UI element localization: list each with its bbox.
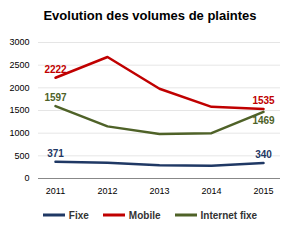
svg-text:2013: 2013: [149, 186, 169, 196]
svg-text:2012: 2012: [97, 186, 117, 196]
svg-text:2011: 2011: [46, 186, 65, 196]
html-text:Evolution des volumes de plain: Evolution des volumes de plaintes: [43, 8, 257, 23]
svg-text:1500: 1500: [9, 105, 29, 115]
html-text:Internet fixe: Internet fixe: [200, 209, 258, 221]
html-text:Fixe: Fixe: [68, 209, 89, 221]
svg-text:3000: 3000: [9, 37, 29, 47]
svg-text:1535: 1535: [252, 95, 275, 106]
svg-text:0: 0: [24, 173, 29, 183]
svg-text:500: 500: [14, 151, 29, 161]
svg-text:2015: 2015: [253, 186, 273, 196]
html-text:Mobile: Mobile: [128, 209, 161, 221]
svg-text:1597: 1597: [44, 92, 67, 103]
svg-text:2000: 2000: [9, 83, 29, 93]
svg-text:1469: 1469: [252, 115, 275, 126]
svg-text:371: 371: [47, 148, 64, 159]
svg-text:2500: 2500: [9, 60, 29, 70]
svg-text:2222: 2222: [44, 64, 67, 75]
svg-text:2014: 2014: [201, 186, 221, 196]
svg-text:1000: 1000: [9, 128, 29, 138]
svg-text:340: 340: [255, 149, 272, 160]
